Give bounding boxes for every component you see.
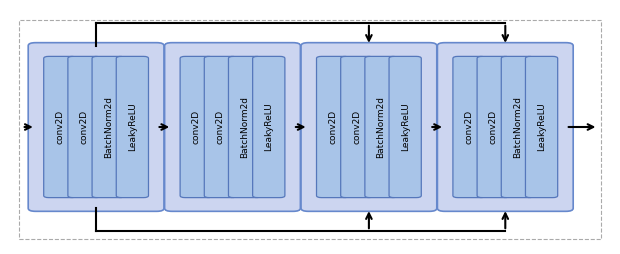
- Text: LeakyReLU: LeakyReLU: [537, 103, 546, 151]
- Text: conv2D: conv2D: [464, 110, 474, 144]
- FancyBboxPatch shape: [228, 56, 260, 198]
- Text: conv2D: conv2D: [192, 110, 201, 144]
- Text: BatchNorm2d: BatchNorm2d: [376, 96, 386, 158]
- FancyBboxPatch shape: [301, 43, 436, 211]
- Text: conv2D: conv2D: [79, 110, 89, 144]
- Text: BatchNorm2d: BatchNorm2d: [513, 96, 522, 158]
- FancyBboxPatch shape: [68, 56, 100, 198]
- FancyBboxPatch shape: [365, 56, 397, 198]
- Text: conv2D: conv2D: [352, 110, 361, 144]
- FancyBboxPatch shape: [453, 56, 485, 198]
- FancyBboxPatch shape: [340, 56, 373, 198]
- FancyBboxPatch shape: [204, 56, 236, 198]
- Text: LeakyReLU: LeakyReLU: [128, 103, 137, 151]
- Text: BatchNorm2d: BatchNorm2d: [240, 96, 249, 158]
- FancyBboxPatch shape: [180, 56, 212, 198]
- FancyBboxPatch shape: [43, 56, 76, 198]
- FancyBboxPatch shape: [29, 43, 164, 211]
- Text: LeakyReLU: LeakyReLU: [264, 103, 273, 151]
- FancyBboxPatch shape: [253, 56, 285, 198]
- FancyBboxPatch shape: [477, 56, 509, 198]
- FancyBboxPatch shape: [437, 43, 573, 211]
- Text: conv2D: conv2D: [489, 110, 498, 144]
- Text: conv2D: conv2D: [216, 110, 225, 144]
- Text: LeakyReLU: LeakyReLU: [401, 103, 410, 151]
- FancyBboxPatch shape: [164, 43, 300, 211]
- Text: BatchNorm2d: BatchNorm2d: [104, 96, 113, 158]
- FancyBboxPatch shape: [525, 56, 557, 198]
- FancyBboxPatch shape: [501, 56, 533, 198]
- Text: conv2D: conv2D: [55, 110, 64, 144]
- FancyBboxPatch shape: [92, 56, 124, 198]
- Text: conv2D: conv2D: [328, 110, 337, 144]
- FancyBboxPatch shape: [389, 56, 422, 198]
- FancyBboxPatch shape: [117, 56, 148, 198]
- FancyBboxPatch shape: [19, 20, 601, 239]
- FancyBboxPatch shape: [316, 56, 348, 198]
